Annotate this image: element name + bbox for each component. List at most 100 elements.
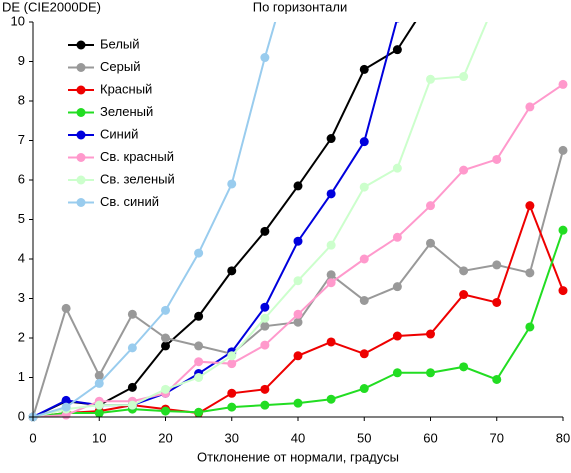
data-point	[392, 282, 402, 292]
data-point	[525, 102, 535, 112]
legend-label: Белый	[100, 36, 140, 51]
data-point	[392, 45, 402, 55]
data-point	[227, 179, 237, 189]
y-tick-label: 3	[18, 290, 25, 305]
data-point	[61, 303, 71, 313]
data-point	[127, 400, 137, 410]
data-point	[359, 349, 369, 359]
data-point	[459, 266, 469, 276]
legend-label: Св. зеленый	[100, 171, 175, 186]
data-point	[260, 313, 270, 323]
data-point	[426, 74, 435, 84]
legend-marker	[76, 153, 86, 162]
data-point	[426, 368, 435, 378]
x-tick-label: 0	[29, 430, 36, 445]
data-point	[492, 297, 502, 307]
data-point	[260, 302, 270, 312]
data-point	[326, 394, 336, 404]
data-point	[392, 331, 402, 341]
data-point	[94, 400, 104, 410]
data-point	[161, 333, 170, 343]
legend-marker	[76, 85, 86, 95]
y-tick-label: 0	[18, 408, 25, 423]
data-point	[260, 321, 270, 331]
series-line	[32, 22, 277, 418]
legend-label: Св. красный	[100, 149, 174, 164]
x-tick-label: 50	[357, 430, 371, 445]
data-point	[492, 0, 501, 3]
data-point	[359, 254, 369, 264]
legend-label: Серый	[100, 59, 140, 74]
data-point	[459, 362, 469, 372]
data-point	[293, 398, 303, 408]
y-tick-label: 8	[18, 92, 25, 107]
y-tick-label: 10	[11, 13, 25, 28]
data-point	[260, 384, 270, 394]
data-point	[227, 359, 237, 369]
data-point	[293, 351, 303, 361]
data-point	[492, 260, 502, 270]
x-tick-label: 80	[556, 430, 570, 445]
y-tick-label: 7	[18, 132, 25, 147]
data-point	[194, 373, 204, 382]
legend-marker	[76, 40, 86, 50]
data-point	[492, 154, 502, 164]
data-point	[161, 384, 170, 394]
data-point	[293, 309, 303, 319]
legend-label: Красный	[100, 81, 152, 96]
data-point	[459, 290, 469, 300]
data-point	[359, 295, 369, 305]
data-point	[227, 388, 237, 398]
data-point	[194, 357, 204, 367]
y-tick-label: 4	[18, 250, 25, 265]
legend-marker	[76, 63, 86, 72]
data-point	[459, 165, 469, 175]
legend-marker	[76, 175, 86, 185]
data-point	[395, 22, 400, 23]
chart-title: По горизонтали	[253, 0, 347, 14]
data-point	[359, 182, 369, 192]
data-point	[127, 343, 137, 353]
data-point	[94, 408, 104, 418]
data-point	[260, 400, 270, 410]
data-point	[326, 337, 336, 347]
data-point	[293, 236, 303, 246]
x-tick-label: 20	[158, 430, 172, 445]
data-point	[426, 0, 435, 3]
y-tick-label: 6	[18, 171, 25, 186]
x-tick-label: 60	[423, 430, 437, 445]
data-point	[558, 145, 568, 155]
legend-marker	[76, 108, 86, 117]
legend-label: Синий	[100, 126, 138, 141]
data-point	[359, 384, 369, 394]
data-point	[127, 382, 137, 392]
data-point	[227, 402, 237, 412]
data-point	[94, 371, 104, 381]
data-point	[161, 341, 170, 351]
y-tick-label: 5	[18, 211, 25, 226]
data-point	[94, 378, 104, 388]
data-point	[293, 276, 303, 286]
plot-area	[28, 0, 568, 422]
data-point	[459, 72, 469, 82]
data-point	[194, 341, 204, 351]
data-point	[227, 266, 237, 276]
data-point	[426, 329, 435, 339]
data-point	[525, 322, 535, 332]
x-tick-label: 30	[225, 430, 239, 445]
x-tick-label: 10	[92, 430, 106, 445]
data-point	[293, 181, 303, 191]
data-point	[326, 189, 336, 199]
legend-label: Св. синий	[100, 194, 159, 209]
data-point	[260, 53, 270, 63]
legend-marker	[76, 198, 86, 207]
data-point	[558, 225, 568, 235]
data-point	[293, 317, 303, 327]
data-point	[326, 270, 336, 280]
data-point	[326, 278, 336, 288]
data-point	[194, 248, 204, 258]
data-point	[194, 311, 204, 321]
data-point	[558, 286, 568, 296]
data-point	[127, 309, 137, 319]
